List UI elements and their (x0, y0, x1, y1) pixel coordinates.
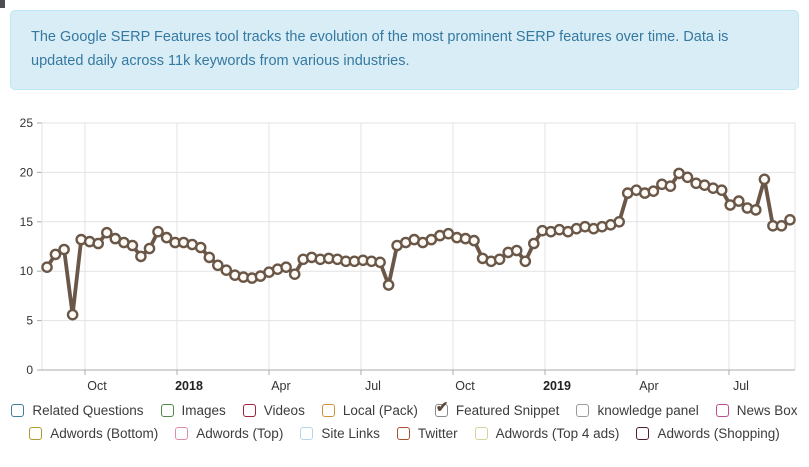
data-point[interactable] (493, 253, 506, 266)
legend-label: knowledge panel (597, 402, 699, 418)
x-axis-label: 2018 (175, 379, 203, 393)
y-axis-label: 25 (20, 116, 34, 130)
legend-label: Adwords (Top) (196, 425, 284, 441)
legend-checkbox[interactable] (242, 403, 256, 417)
legend-label: Adwords (Top 4 ads) (495, 425, 620, 441)
legend-label: News Box (736, 402, 798, 418)
data-point[interactable] (203, 251, 216, 264)
legend-checkbox[interactable] (396, 426, 410, 440)
legend-item-knowledge-panel[interactable]: knowledge panel (576, 402, 699, 418)
data-point[interactable] (143, 242, 156, 255)
data-point[interactable] (66, 308, 79, 321)
x-axis-label: Oct (87, 379, 107, 393)
data-point[interactable] (519, 255, 532, 268)
data-point[interactable] (211, 259, 224, 272)
y-axis-label: 0 (26, 363, 33, 377)
legend-checkbox[interactable] (636, 426, 650, 440)
y-axis-label: 15 (20, 215, 34, 229)
data-point[interactable] (758, 173, 771, 186)
data-point[interactable] (528, 237, 540, 250)
legend-item-adwords-bottom[interactable]: Adwords (Bottom) (29, 426, 158, 441)
data-point[interactable] (382, 279, 395, 291)
data-point[interactable] (733, 195, 745, 207)
legend-item-site-links[interactable]: Site Links (300, 426, 380, 441)
screen-corner-artifact (0, 0, 5, 8)
legend-item-featured-snippet[interactable]: ✔ Featured Snippet (434, 400, 560, 418)
legend-item-images[interactable]: Images (160, 402, 226, 418)
data-point[interactable] (135, 250, 147, 263)
data-point[interactable] (92, 237, 104, 250)
legend-checkbox[interactable] (11, 403, 25, 417)
legend-label: Twitter (417, 425, 458, 441)
data-point[interactable] (681, 171, 694, 184)
data-point[interactable] (160, 231, 173, 244)
data-point[interactable] (784, 214, 796, 226)
legend-row: Adwords (Bottom) Adwords (Top) Site Links T… (29, 422, 780, 444)
legend-label: Featured Snippet (455, 402, 560, 418)
legend-item-adwords-top[interactable]: Adwords (Top) (175, 426, 283, 441)
legend-checkbox[interactable] (321, 403, 335, 417)
data-point[interactable] (41, 261, 53, 273)
x-axis-label: Apr (639, 379, 658, 393)
data-point[interactable] (647, 185, 660, 197)
x-axis-label: Oct (455, 379, 475, 393)
data-point[interactable] (510, 244, 523, 257)
legend-item-adwords-top-4-ads[interactable]: Adwords (Top 4 ads) (474, 425, 620, 441)
chart-legend: Related Questions Images Videos Local (Pack… (0, 399, 809, 444)
legend-checkbox[interactable]: ✔ (434, 400, 448, 417)
legend-checkbox[interactable] (715, 403, 729, 417)
legend-row: Related Questions Images Videos Local (Pack… (11, 399, 798, 421)
data-point[interactable] (374, 256, 386, 269)
legend-item-news-box[interactable]: News Box (715, 402, 798, 418)
y-axis-label: 5 (26, 314, 33, 328)
legend-label: Videos (263, 402, 305, 418)
legend-item-local-pack[interactable]: Local (Pack) (321, 402, 418, 418)
x-axis-label: Jul (733, 379, 749, 393)
data-point[interactable] (664, 180, 677, 192)
info-banner: The Google SERP Features tool tracks the… (10, 10, 799, 90)
legend-item-adwords-shopping[interactable]: Adwords (Shopping) (636, 425, 780, 441)
legend-checkbox[interactable] (300, 426, 314, 440)
data-point[interactable] (49, 248, 62, 261)
legend-label: Images (181, 402, 226, 418)
legend-checkbox[interactable] (175, 426, 189, 440)
data-point[interactable] (613, 216, 626, 228)
x-axis-label: Jul (365, 379, 381, 393)
x-axis-label: Apr (271, 379, 290, 393)
legend-label: Adwords (Bottom) (50, 425, 159, 441)
checkmark-icon: ✔ (435, 398, 449, 416)
legend-label: Site Links (321, 425, 380, 441)
serp-features-chart[interactable]: 0 5 10 15 20 25 Oct 2018 Apr Jul Oct 2019 Apr Jul (0, 96, 809, 396)
legend-label: Adwords (Shopping) (657, 425, 780, 441)
info-banner-text: The Google SERP Features tool tracks the… (31, 29, 729, 69)
legend-item-videos[interactable]: Videos (242, 402, 305, 418)
data-point[interactable] (152, 225, 164, 238)
legend-checkbox[interactable] (576, 403, 590, 417)
legend-label: Related Questions (32, 402, 144, 418)
y-axis-label: 10 (20, 264, 34, 278)
y-axis-label: 20 (20, 165, 34, 179)
legend-checkbox[interactable] (474, 426, 488, 440)
x-axis-label: 2019 (543, 379, 571, 393)
legend-item-related-questions[interactable]: Related Questions (11, 402, 144, 418)
data-point[interactable] (58, 243, 70, 256)
legend-checkbox[interactable] (29, 426, 43, 440)
data-point[interactable] (468, 234, 480, 247)
data-point[interactable] (715, 184, 728, 196)
data-point[interactable] (220, 264, 233, 276)
legend-item-twitter[interactable]: Twitter (396, 425, 458, 441)
data-point[interactable] (750, 204, 762, 216)
data-point[interactable] (194, 241, 207, 254)
data-point[interactable] (288, 268, 301, 280)
data-point[interactable] (101, 226, 113, 239)
data-point[interactable] (775, 220, 788, 232)
data-point[interactable] (126, 239, 139, 252)
legend-checkbox[interactable] (160, 403, 174, 417)
legend-label: Local (Pack) (342, 402, 418, 418)
data-point[interactable] (280, 261, 292, 273)
